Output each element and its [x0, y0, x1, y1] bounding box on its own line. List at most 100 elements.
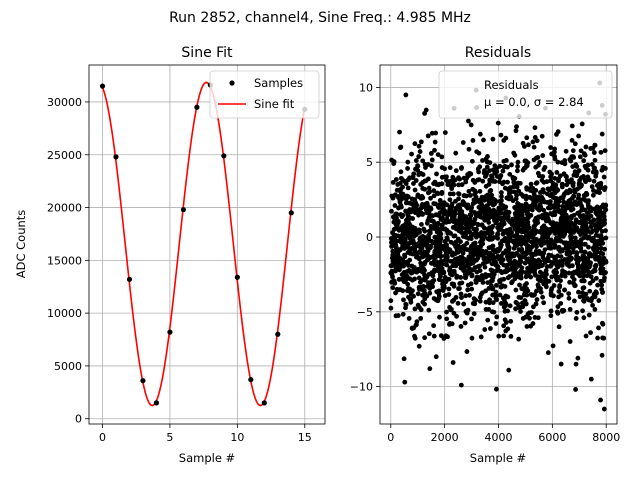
- residual-point: [513, 269, 518, 275]
- residual-point: [422, 277, 428, 283]
- residual-point: [577, 178, 583, 183]
- residual-point: [469, 205, 475, 210]
- residuals-legend-box: [438, 70, 613, 119]
- residual-point: [588, 330, 593, 336]
- sample-point: [248, 377, 254, 383]
- residual-point: [556, 324, 562, 330]
- residual-point: [603, 207, 609, 213]
- residual-point: [436, 205, 442, 210]
- residual-point: [405, 185, 411, 191]
- sample-point: [275, 331, 281, 337]
- residual-point: [593, 173, 599, 179]
- residual-point: [460, 212, 466, 218]
- residual-point: [490, 252, 496, 258]
- residual-point: [568, 233, 573, 239]
- figure-suptitle: Run 2852, channel4, Sine Freq.: 4.985 MH…: [169, 10, 471, 26]
- residual-point: [490, 286, 495, 292]
- residual-point: [418, 262, 424, 268]
- residual-point: [557, 224, 563, 230]
- residual-point: [428, 206, 434, 212]
- residual-point: [457, 261, 463, 267]
- residual-point: [479, 194, 485, 200]
- sample-point: [261, 400, 267, 406]
- residual-point: [545, 191, 550, 197]
- residual-point: [450, 259, 456, 264]
- residual-point: [554, 188, 559, 194]
- residual-point: [434, 171, 439, 177]
- residual-point: [534, 288, 539, 294]
- residual-point: [462, 275, 468, 280]
- residual-point: [529, 256, 535, 262]
- residual-point: [448, 306, 454, 312]
- residual-point: [503, 320, 509, 325]
- residual-point: [505, 294, 511, 300]
- residuals-ytick-label: 0: [366, 231, 373, 244]
- residual-point: [438, 269, 444, 275]
- residuals-xtick-label: 2000: [431, 431, 459, 444]
- residual-point: [469, 208, 474, 214]
- residual-point: [422, 110, 428, 116]
- residual-point: [599, 352, 605, 358]
- residual-point: [444, 309, 449, 315]
- residual-point: [580, 290, 585, 296]
- residual-point: [470, 301, 476, 306]
- residuals-title: Residuals: [465, 45, 531, 61]
- residual-point: [571, 280, 576, 286]
- residual-point: [540, 294, 546, 300]
- residual-point: [448, 178, 453, 184]
- residual-point: [477, 263, 482, 269]
- residual-point: [480, 178, 486, 184]
- residual-point: [532, 135, 538, 140]
- residual-point: [576, 255, 582, 261]
- residual-point: [534, 199, 540, 204]
- residual-point: [422, 249, 428, 255]
- sample-point: [140, 378, 146, 384]
- residual-point: [543, 226, 549, 231]
- residual-point: [569, 195, 575, 201]
- residual-point: [498, 210, 503, 216]
- residual-point: [569, 138, 575, 143]
- residual-point: [597, 190, 602, 196]
- residual-point: [421, 238, 427, 244]
- residual-point: [486, 286, 492, 291]
- residual-point: [524, 324, 530, 329]
- residual-point: [574, 202, 580, 208]
- residual-point: [523, 274, 529, 280]
- residual-point: [405, 194, 411, 200]
- residual-point: [390, 230, 395, 236]
- residual-outlier-point: [402, 379, 408, 385]
- residual-point: [416, 143, 422, 149]
- residual-point: [506, 210, 512, 215]
- residual-point: [583, 144, 589, 150]
- residual-point: [494, 314, 500, 320]
- residual-point: [555, 304, 561, 310]
- residual-point: [577, 220, 583, 226]
- residual-point: [579, 121, 585, 127]
- residual-point: [444, 316, 450, 322]
- legend-samples-label: Samples: [254, 76, 303, 90]
- residual-point: [496, 333, 502, 339]
- residual-point: [541, 167, 547, 172]
- residual-point: [449, 250, 455, 256]
- residual-point: [416, 154, 422, 159]
- residual-point: [499, 238, 505, 244]
- residual-point: [566, 270, 572, 276]
- sample-point: [113, 154, 119, 160]
- sine-fit-ytick-label: 30000: [47, 96, 82, 109]
- residual-point: [533, 242, 539, 247]
- residual-point: [540, 233, 546, 238]
- residual-outlier-point: [458, 382, 464, 388]
- residual-point: [398, 261, 404, 267]
- residual-point: [397, 234, 403, 239]
- residual-point: [582, 163, 588, 169]
- residual-point: [519, 265, 525, 271]
- residual-point: [599, 167, 605, 173]
- residual-point: [552, 156, 558, 162]
- residual-point: [512, 233, 517, 239]
- residual-point: [447, 265, 453, 271]
- residual-point: [468, 213, 474, 218]
- residual-point: [467, 292, 472, 298]
- residual-point: [414, 269, 419, 275]
- residual-point: [502, 211, 508, 216]
- residual-point: [541, 300, 547, 306]
